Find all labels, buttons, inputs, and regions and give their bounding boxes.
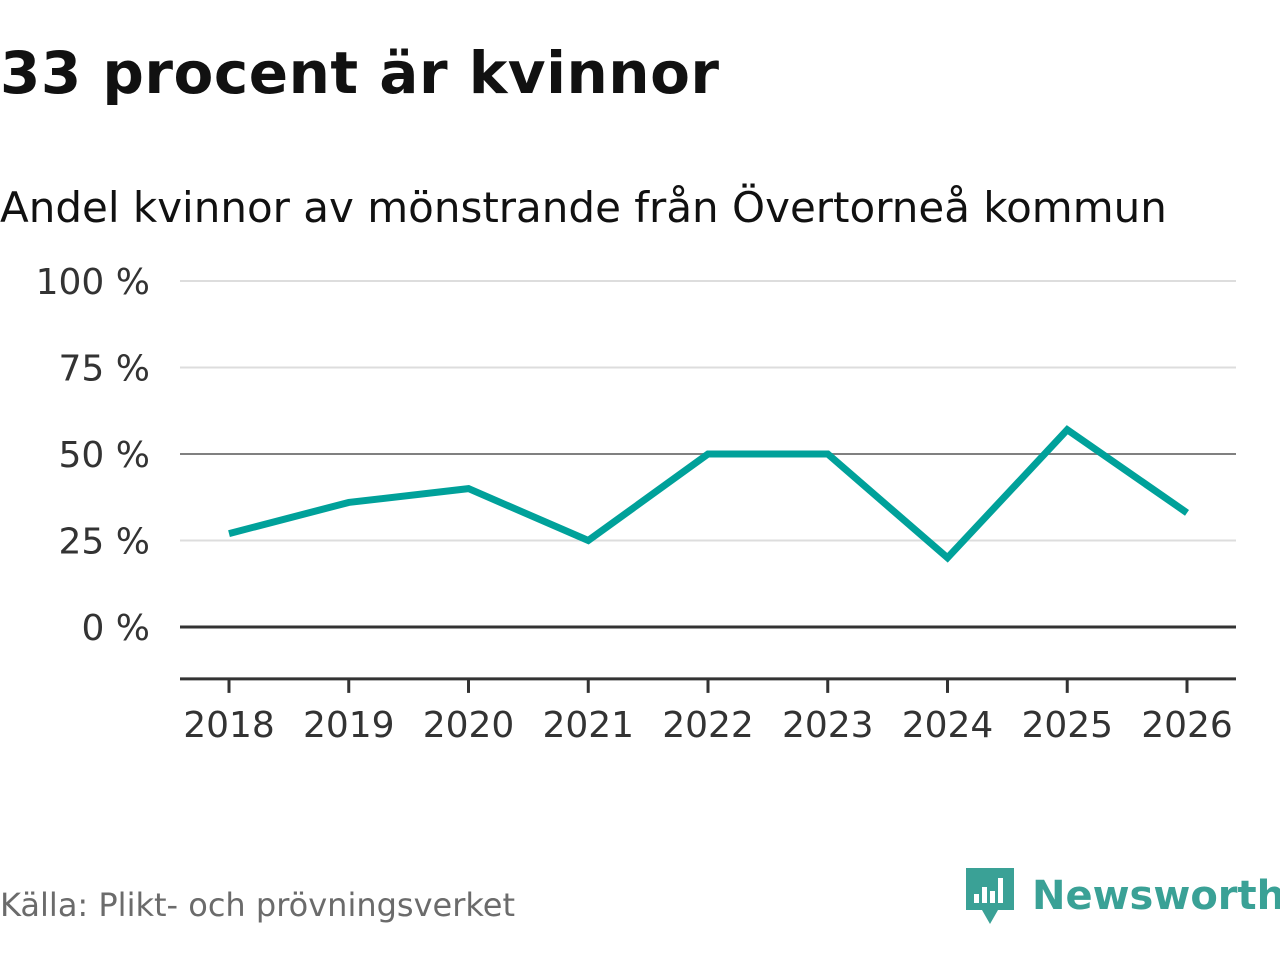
x-tick-label: 2019 [303, 705, 395, 746]
chart-title: 33 procent är kvinnor [0, 39, 720, 107]
source-note: Källa: Plikt- och prövningsverket [0, 886, 515, 924]
chart-subtitle: Andel kvinnor av mönstrande från Övertor… [0, 183, 1167, 232]
x-tick-label: 2025 [1021, 705, 1113, 746]
line-chart: 0 % 25 % 50 % 75 % 100 % 2018 2019 2020 2021 2022… [36, 262, 1236, 746]
brand: Newsworthy [964, 864, 1280, 928]
brand-name: Newsworthy [1032, 873, 1280, 919]
newsworthy-logo-icon [966, 868, 1014, 924]
y-tick-label: 0 % [81, 608, 150, 649]
y-tick-label: 100 % [36, 262, 150, 303]
x-tick-label: 2023 [782, 705, 874, 746]
y-tick-label: 75 % [59, 349, 150, 390]
x-tick-label: 2026 [1141, 705, 1233, 746]
x-tick-label: 2022 [662, 705, 754, 746]
x-tick-label: 2020 [423, 705, 515, 746]
x-tick-label: 2024 [902, 705, 994, 746]
x-tick-label: 2018 [183, 705, 275, 746]
y-tick-label: 25 % [59, 522, 150, 563]
x-tick-label: 2021 [542, 705, 634, 746]
series-line [228, 425, 1189, 563]
y-tick-label: 50 % [59, 435, 150, 476]
